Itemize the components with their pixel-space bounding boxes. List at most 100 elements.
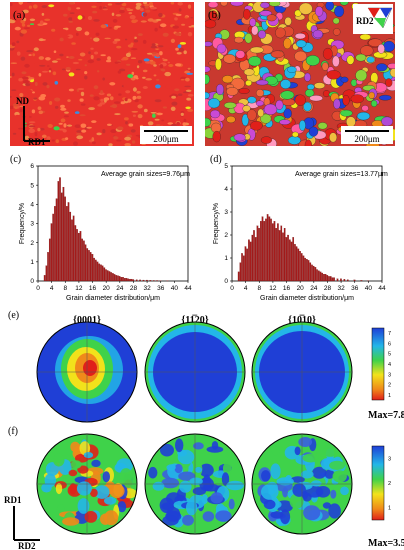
- grain: [34, 81, 38, 87]
- bar: [277, 223, 279, 282]
- grain: [93, 19, 100, 22]
- grain: [26, 50, 34, 53]
- bar: [112, 273, 114, 282]
- grain: [23, 123, 31, 126]
- grain: [18, 78, 23, 82]
- grain: [121, 2, 127, 7]
- grain: [153, 74, 157, 77]
- grain: [80, 103, 86, 106]
- grain: [313, 82, 326, 89]
- pf-contour: [276, 477, 294, 486]
- axis-rd1-label-top: RD1: [28, 137, 46, 147]
- grain: [44, 18, 51, 21]
- grain: [187, 108, 194, 112]
- grain: [10, 76, 12, 78]
- grain: [260, 113, 272, 124]
- grain: [131, 110, 139, 113]
- grain: [90, 47, 94, 50]
- grain: [27, 2, 32, 3]
- pf-contour: [178, 471, 196, 481]
- grain: [129, 85, 134, 89]
- x-tick-label: 24: [310, 285, 318, 292]
- bar: [113, 274, 116, 282]
- grain: [350, 79, 358, 87]
- bar: [156, 280, 158, 282]
- grain: [102, 129, 106, 134]
- grain: [377, 43, 385, 54]
- pf-contour: [228, 498, 235, 510]
- grain: [268, 2, 281, 7]
- pf-contour: [104, 510, 119, 526]
- bar: [118, 276, 121, 282]
- grain: [130, 42, 134, 46]
- grain: [205, 91, 210, 100]
- grain: [68, 56, 75, 59]
- panel-label-e: (e): [8, 310, 19, 321]
- pf-contour: [193, 442, 204, 450]
- bar: [292, 237, 295, 282]
- grain: [280, 79, 291, 89]
- grain: [29, 23, 35, 25]
- grain: [104, 37, 111, 40]
- bar: [45, 265, 48, 282]
- grain: [243, 8, 251, 20]
- pf-contour: [226, 480, 244, 491]
- grain: [321, 62, 329, 71]
- grain: [304, 72, 311, 82]
- grain: [97, 104, 103, 107]
- grain: [68, 72, 75, 77]
- grain: [178, 8, 182, 12]
- grain: [84, 71, 88, 75]
- grain: [187, 67, 191, 70]
- pf-contour: [261, 484, 279, 500]
- bar: [304, 257, 306, 282]
- bar: [72, 215, 75, 282]
- grain: [104, 99, 107, 103]
- bar: [54, 206, 56, 282]
- bar: [129, 278, 131, 282]
- pf-contour: [94, 485, 110, 499]
- bar: [98, 263, 101, 282]
- grain: [41, 70, 49, 73]
- bar: [256, 225, 259, 282]
- grain: [56, 58, 61, 60]
- grain: [190, 16, 193, 19]
- grain: [205, 66, 211, 73]
- grain: [171, 93, 175, 97]
- pf-contour: [186, 499, 198, 516]
- bar: [246, 248, 248, 282]
- grain: [21, 23, 26, 27]
- grain: [205, 41, 213, 47]
- grain: [143, 58, 150, 62]
- grain: [291, 131, 299, 138]
- grain: [170, 2, 175, 5]
- grain: [230, 2, 244, 7]
- grain: [120, 101, 126, 105]
- grain: [75, 32, 79, 36]
- grain: [22, 9, 29, 14]
- grain: [91, 141, 96, 145]
- grain: [149, 59, 154, 62]
- pf-contour: [332, 470, 347, 483]
- bar: [91, 254, 94, 282]
- grain: [116, 45, 122, 49]
- y-axis-label: Frequency/%: [19, 203, 26, 244]
- grain: [39, 20, 44, 25]
- bar: [108, 271, 111, 282]
- x-tick-label: 4: [50, 285, 54, 292]
- grain: [31, 109, 36, 114]
- pf-contour: [109, 483, 125, 499]
- grain: [242, 105, 251, 112]
- grain: [376, 63, 388, 72]
- grain: [139, 7, 144, 12]
- bar: [132, 279, 135, 282]
- grain: [125, 121, 128, 125]
- grain: [133, 75, 138, 79]
- bar: [311, 264, 313, 282]
- grain: [73, 141, 78, 146]
- grain: [151, 52, 158, 55]
- grain: [147, 121, 154, 126]
- grain: [54, 97, 61, 102]
- bar: [89, 252, 92, 282]
- bar: [67, 202, 70, 282]
